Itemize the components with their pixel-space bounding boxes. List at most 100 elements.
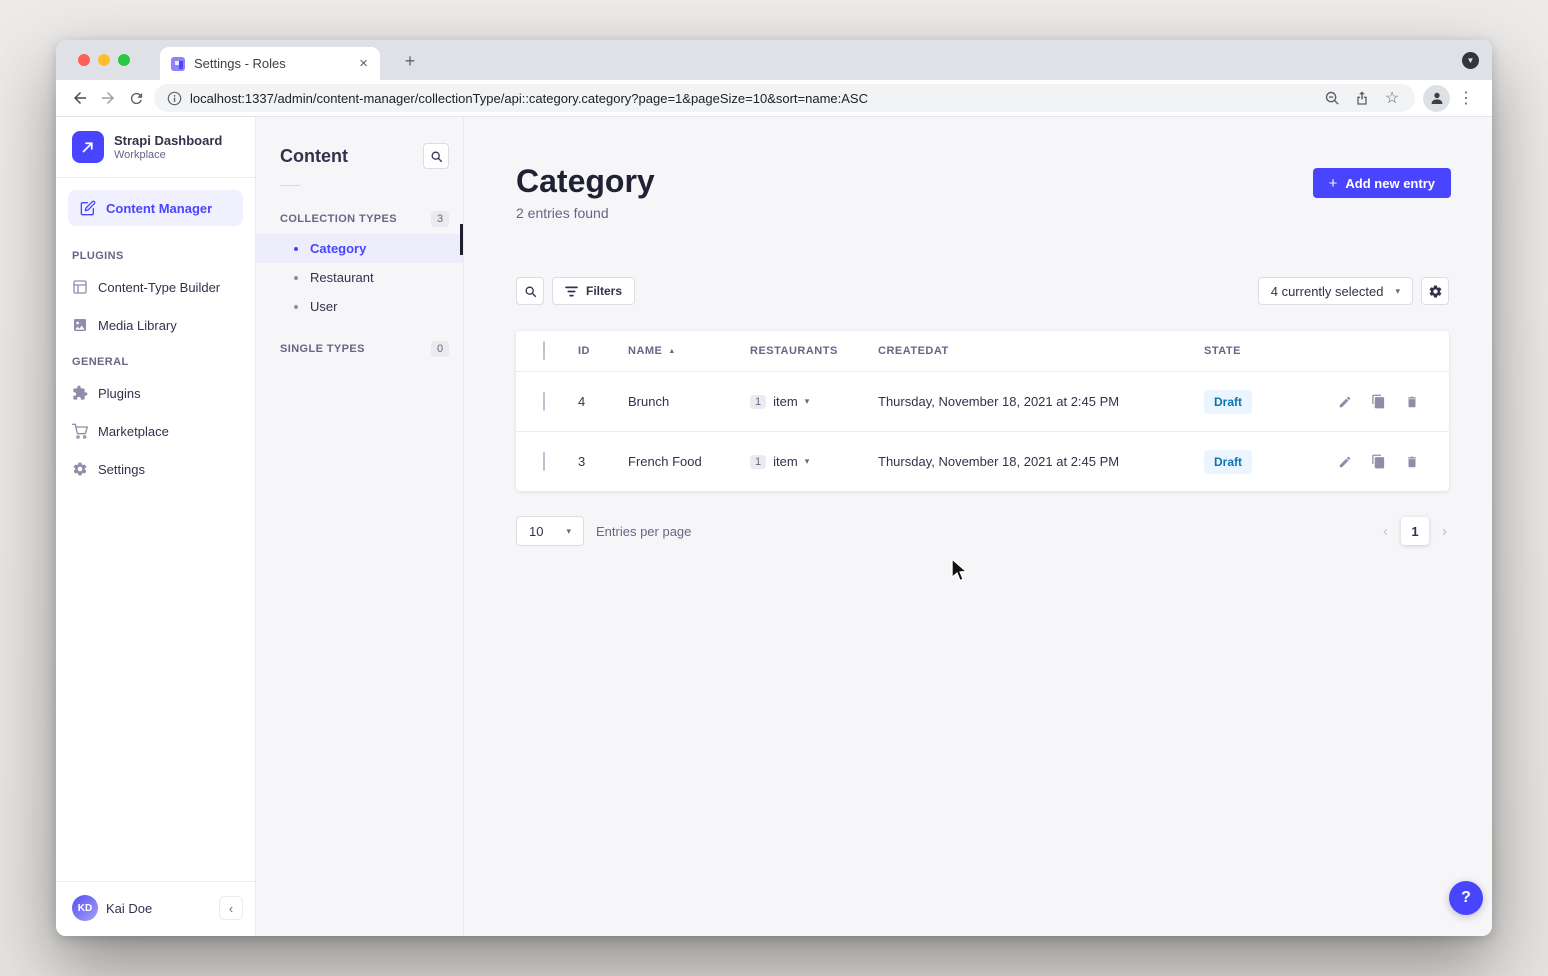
divider [280, 185, 300, 186]
delete-icon[interactable] [1405, 455, 1419, 469]
brand-name: Strapi Dashboard [114, 132, 223, 148]
subnav-item-restaurant[interactable]: Restaurant [256, 263, 463, 292]
strapi-admin: Strapi Dashboard Workplace Content Manag… [56, 116, 1492, 936]
image-icon [72, 317, 88, 333]
layout-icon [72, 279, 88, 295]
subnav-scrollbar-thumb[interactable] [460, 224, 463, 255]
chevron-down-icon: ▾ [1395, 285, 1400, 296]
subnav-search-button[interactable] [423, 143, 449, 169]
mouse-cursor [951, 558, 969, 582]
reload-icon[interactable] [122, 84, 150, 112]
cell-name: French Food [628, 454, 702, 469]
sidebar-item-marketplace[interactable]: Marketplace [56, 412, 255, 450]
page-number-button[interactable]: 1 [1401, 517, 1429, 545]
pagination: 10 ▾ Entries per page ‹ 1 › [516, 516, 1449, 546]
cell-id: 3 [578, 454, 586, 469]
duplicate-icon[interactable] [1371, 394, 1386, 409]
subnav-title: Content [280, 145, 348, 166]
site-info-icon[interactable] [166, 91, 182, 106]
forward-icon[interactable] [94, 84, 122, 112]
cell-createdat: Thursday, November 18, 2021 at 2:45 PM [878, 394, 1120, 409]
browser-tab[interactable]: Settings - Roles × [160, 47, 380, 80]
strapi-favicon [170, 56, 186, 72]
main-content: Category 2 entries found + Add new entry… [464, 117, 1492, 936]
table-row[interactable]: 4 Brunch 1 item ▾ Thursday, November 18,… [516, 371, 1449, 431]
sidebar-item-label: Content Manager [106, 200, 213, 216]
prev-page-icon[interactable]: ‹ [1383, 522, 1388, 540]
fields-dropdown[interactable]: 4 currently selected ▾ [1257, 277, 1413, 305]
new-tab-button[interactable]: + [404, 50, 416, 71]
maximize-window-button[interactable] [118, 54, 130, 66]
bullet-icon [294, 246, 298, 251]
sidebar-item-content-type-builder[interactable]: Content-Type Builder [56, 268, 255, 306]
subnav-item-category[interactable]: Category [256, 234, 463, 263]
back-icon[interactable] [66, 84, 94, 112]
relation-expander[interactable]: 1 item ▾ [750, 454, 878, 469]
tab-search-icon[interactable]: ▼ [1462, 52, 1479, 69]
tab-close-icon[interactable]: × [359, 55, 368, 72]
chevron-down-icon: ▾ [566, 525, 571, 536]
brand: Strapi Dashboard Workplace [56, 117, 255, 178]
relation-count-badge: 1 [750, 394, 767, 409]
collection-types-header: COLLECTION TYPES 3 [256, 204, 463, 234]
page-title: Category [516, 163, 655, 199]
cell-name: Brunch [628, 394, 670, 409]
page-size-select[interactable]: 10 ▾ [516, 516, 584, 546]
close-window-button[interactable] [78, 54, 90, 66]
entries-count: 2 entries found [516, 205, 609, 221]
duplicate-icon[interactable] [1371, 454, 1386, 469]
minimize-window-button[interactable] [98, 54, 110, 66]
next-page-icon[interactable]: › [1442, 522, 1447, 540]
edit-icon[interactable] [1338, 455, 1352, 469]
gear-icon [72, 461, 88, 477]
tab-title: Settings - Roles [194, 56, 286, 71]
relation-expander[interactable]: 1 item ▾ [750, 394, 878, 409]
sidebar-item-label: Content-Type Builder [98, 279, 221, 295]
entries-table: ID NAME ▲ RESTAURANTS CREATEDAT STATE 4 B… [516, 331, 1449, 491]
bookmark-star-icon[interactable]: ☆ [1384, 90, 1400, 107]
sidebar-item-content-manager[interactable]: Content Manager [68, 190, 243, 226]
help-button[interactable]: ? [1449, 881, 1483, 915]
cell-createdat: Thursday, November 18, 2021 at 2:45 PM [878, 454, 1120, 469]
sidebar-item-plugins[interactable]: Plugins [56, 374, 255, 412]
status-badge: Draft [1204, 449, 1253, 474]
edit-icon[interactable] [1338, 395, 1352, 409]
status-badge: Draft [1204, 389, 1253, 414]
address-bar[interactable]: localhost:1337/admin/content-manager/col… [154, 84, 1415, 112]
sidebar-section-plugins: PLUGINS [72, 250, 124, 262]
table-row[interactable]: 3 French Food 1 item ▾ Thursday, Novembe… [516, 431, 1449, 491]
share-icon[interactable] [1351, 90, 1373, 106]
filters-button[interactable]: Filters [552, 277, 636, 305]
header-name[interactable]: NAME ▲ [628, 345, 676, 357]
browser-window: Settings - Roles × + ▼ localhost:1337/ad… [56, 40, 1492, 936]
header-id: ID [578, 345, 590, 357]
window-controls [78, 54, 130, 66]
sidebar-collapse-button[interactable]: ‹ [219, 896, 243, 920]
plus-icon: + [1328, 174, 1338, 192]
zoom-out-icon[interactable] [1321, 90, 1343, 107]
browser-tabstrip: Settings - Roles × + ▼ [56, 40, 1492, 80]
header-createdat: CREATEDAT [878, 345, 949, 357]
cart-icon [72, 423, 88, 439]
single-types-count: 0 [431, 341, 449, 357]
row-checkbox[interactable] [543, 451, 545, 471]
per-page-label: Entries per page [596, 523, 692, 539]
add-new-entry-button[interactable]: + Add new entry [1312, 168, 1451, 198]
browser-profile-icon[interactable] [1423, 84, 1450, 112]
sidebar-item-media-library[interactable]: Media Library [56, 306, 255, 344]
subnav-item-user[interactable]: User [256, 292, 463, 321]
bullet-icon [294, 275, 298, 280]
sidebar-item-settings[interactable]: Settings [56, 450, 255, 488]
browser-toolbar: localhost:1337/admin/content-manager/col… [56, 80, 1492, 116]
delete-icon[interactable] [1405, 395, 1419, 409]
search-button[interactable] [516, 277, 544, 305]
row-checkbox[interactable] [543, 391, 545, 411]
browser-menu-icon[interactable]: ⋮ [1458, 90, 1474, 107]
view-settings-button[interactable] [1421, 277, 1449, 305]
content-manager-icon [80, 200, 96, 216]
subnav-item-label: User [310, 299, 338, 314]
collection-types-count: 3 [431, 211, 449, 227]
strapi-logo-icon [72, 131, 104, 163]
avatar: KD [72, 895, 98, 921]
select-all-checkbox[interactable] [543, 341, 545, 360]
